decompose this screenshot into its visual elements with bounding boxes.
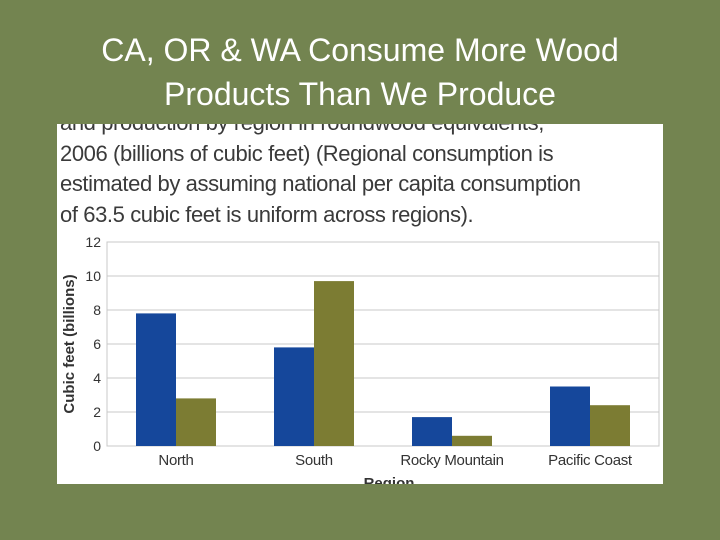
bar-south-s1 bbox=[274, 347, 314, 446]
y-tick-label-5: 10 bbox=[85, 268, 101, 284]
bar-north-s1 bbox=[136, 313, 176, 446]
bar-pacific-coast-s1 bbox=[550, 386, 590, 446]
caption-line-3: of 63.5 cubic feet is uniform across reg… bbox=[60, 201, 474, 227]
slide-title-line-1: CA, OR & WA Consume More Wood bbox=[101, 32, 619, 68]
x-tick-label-2: Rocky Mountain bbox=[400, 452, 503, 469]
slide-title-line-2: Products Than We Produce bbox=[164, 76, 556, 112]
y-tick-label-6: 12 bbox=[85, 234, 101, 250]
y-tick-label-1: 2 bbox=[93, 404, 101, 420]
y-tick-label-4: 8 bbox=[93, 302, 101, 318]
slide-title: CA, OR & WA Consume More Wood Products T… bbox=[0, 28, 720, 116]
bar-pacific-coast-s2 bbox=[590, 405, 630, 446]
y-tick-label-0: 0 bbox=[93, 438, 101, 454]
x-tick-label-3: Pacific Coast bbox=[548, 452, 633, 469]
bar-rocky-mountain-s1 bbox=[412, 417, 452, 446]
bar-rocky-mountain-s2 bbox=[452, 435, 492, 446]
bar-south-s2 bbox=[314, 281, 354, 446]
x-tick-label-0: North bbox=[158, 452, 193, 469]
y-axis-title: Cubic feet (billions) bbox=[61, 274, 78, 413]
caption-line-0: and production by region in roundwood eq… bbox=[60, 124, 660, 139]
caption-line-2: estimated by assuming national per capit… bbox=[60, 171, 581, 196]
x-tick-label-1: South bbox=[295, 452, 333, 469]
bar-north-s2 bbox=[176, 398, 216, 446]
bar-chart: 0 2 4 6 8 10 12 North South Rocky Mountain Pacific… bbox=[61, 234, 660, 484]
caption-line-1: 2006 (billions of cubic feet) (Regional … bbox=[60, 140, 554, 166]
chart-caption: and production by region in roundwood eq… bbox=[60, 124, 660, 230]
y-tick-label-3: 6 bbox=[93, 336, 101, 352]
x-axis-title: Region bbox=[364, 475, 415, 484]
chart-figure: and production by region in roundwood eq… bbox=[57, 124, 663, 484]
y-tick-label-2: 4 bbox=[93, 370, 101, 386]
